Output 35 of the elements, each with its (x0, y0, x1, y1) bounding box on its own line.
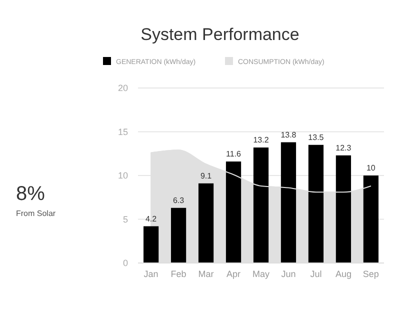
data-label: 6.3 (172, 196, 185, 205)
data-label: 12.3 (336, 143, 352, 152)
data-label: 4.2 (145, 214, 158, 224)
data-label: 13.2 (253, 136, 270, 144)
bar (198, 183, 214, 263)
x-tick-label: May (252, 269, 270, 279)
text: 8% (16, 183, 46, 205)
data-label: 13.8 (280, 130, 297, 140)
bar (336, 155, 352, 263)
y-tick-label: 5 (122, 214, 128, 224)
y-tick-label: 15 (118, 126, 128, 137)
bar (363, 176, 378, 263)
bar (253, 148, 269, 263)
x-tick-label: Aug (335, 269, 352, 279)
x-tick-label: Mar (198, 269, 214, 279)
y-tick-label: 0 (122, 258, 128, 268)
bar (143, 226, 159, 263)
bar (226, 162, 242, 263)
data-label: 11.6 (226, 150, 242, 158)
x-tick-label: Sep (362, 269, 379, 279)
data-label: 10 (366, 164, 376, 172)
bar (280, 142, 296, 263)
data-label: 13.5 (308, 132, 324, 142)
bar (308, 144, 324, 263)
y-tick-label: 10 (118, 170, 128, 180)
x-tick-label: Jul (310, 269, 322, 279)
data-label: 9.1 (200, 171, 212, 180)
x-tick-label: Apr (226, 269, 241, 279)
chart-title: System Performance (140, 25, 300, 44)
x-tick-label: Jan (144, 269, 158, 279)
bar (170, 208, 186, 263)
x-tick-label: Jun (281, 269, 296, 279)
text: From Solar (16, 209, 56, 218)
x-tick-label: Feb (170, 269, 186, 279)
y-tick-label: 20 (118, 83, 128, 93)
